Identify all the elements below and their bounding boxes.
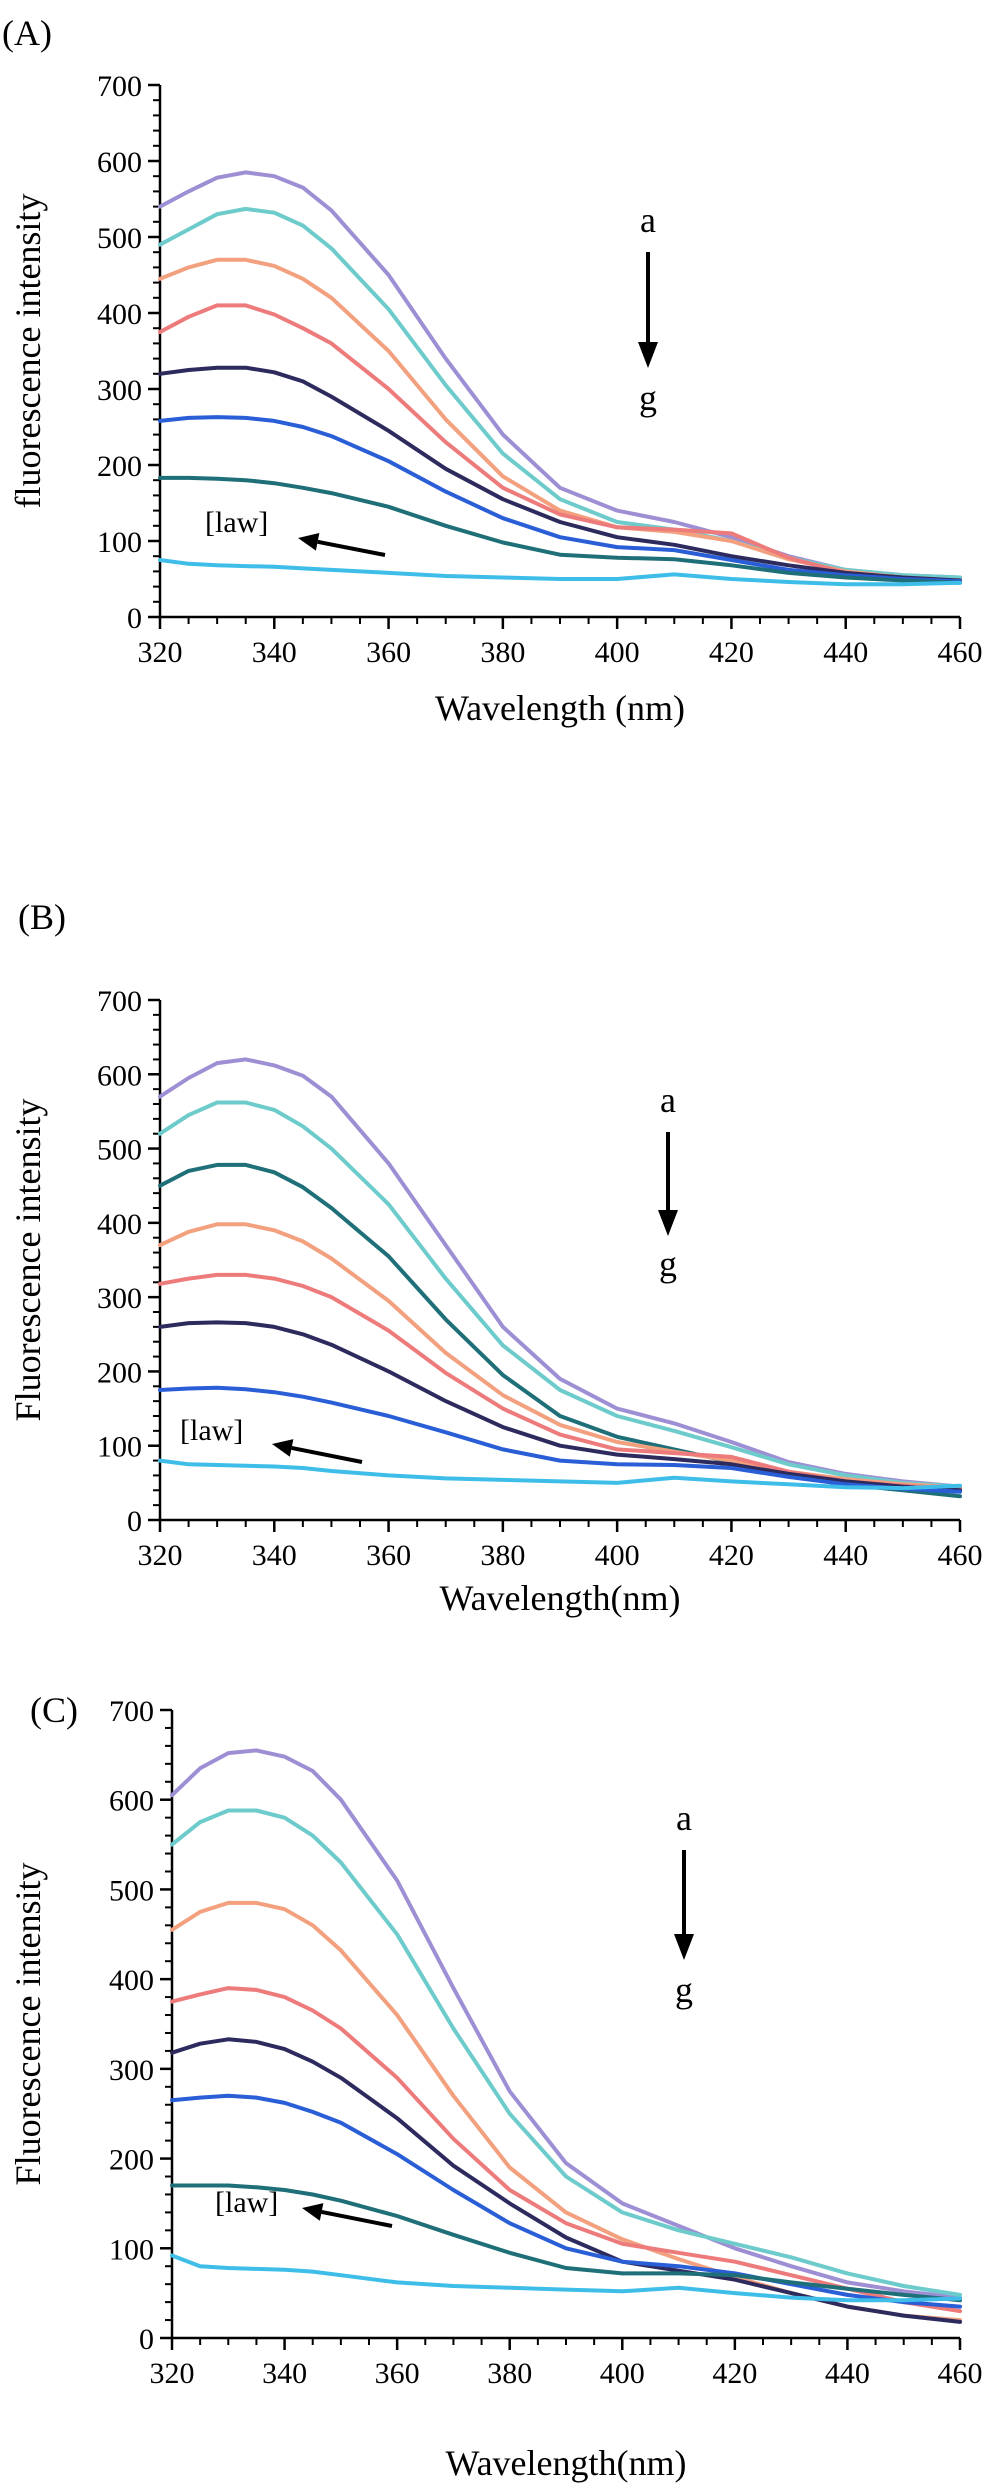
y-tick-label: 400 [97,298,142,331]
x-tick-label: 380 [487,2357,532,2390]
series-line-4 [170,1986,962,2314]
annotation-arrow-head [674,1934,694,1960]
y-tick-label: 700 [97,985,142,1018]
law-label: [law] [205,506,268,539]
annotation-a: a [676,1798,692,1838]
y-tick-label: 200 [109,2144,154,2177]
y-tick-label: 100 [97,1431,142,1464]
series-line-8 [170,2253,962,2303]
annotation-arrow-head [638,342,658,368]
y-tick-label: 400 [109,1964,154,1997]
y-tick-label: 400 [97,1208,142,1241]
x-tick-label: 420 [712,2357,757,2390]
x-tick-label: 340 [262,2357,307,2390]
series-line-7 [170,2183,962,2303]
x-tick-label: 360 [375,2357,420,2390]
panel-label: (A) [2,13,52,53]
series-line-6 [158,1320,962,1493]
y-tick-label: 0 [127,602,142,635]
chart-panel-a: (A) 0 100 200 300 400 500 600 700 320 340 360 380 400… [2,13,983,728]
x-tick-label: 340 [252,1539,297,1572]
y-axis-label: fluorescence intensity [8,194,48,509]
series-line-6 [158,415,962,584]
annotation-g: g [639,378,657,418]
x-tick-label: 380 [480,636,525,669]
law-arrow-head [298,533,320,551]
x-tick-label: 340 [252,636,297,669]
y-tick-label: 300 [97,374,142,407]
y-tick-label: 0 [127,1505,142,1538]
x-tick-label: 400 [600,2357,645,2390]
x-axis-label: Wavelength (nm) [435,688,685,728]
y-tick-label: 700 [109,1695,154,1728]
annotation-a: a [640,200,656,240]
y-axis-label: Fluorescence intensity [8,1863,48,2186]
x-tick-label: 380 [480,1539,525,1572]
x-tick-label: 400 [595,636,640,669]
x-tick-label: 460 [938,636,983,669]
y-tick-label: 600 [109,1785,154,1818]
x-tick-label: 440 [823,636,868,669]
series-line-6 [170,2093,962,2309]
annotation-a: a [660,1080,676,1120]
chart-panel-c: (C) 0 100 200 300 400 500 600 700 320 340 360 380 400… [8,1690,983,2483]
y-tick-label: 100 [109,2233,154,2266]
y-tick-label: 500 [97,222,142,255]
series-line-8 [158,558,962,587]
y-tick-label: 500 [109,1874,154,1907]
series-line-3 [170,1900,962,2323]
panel-label: (C) [30,1690,78,1730]
panel-label: (B) [18,897,66,937]
law-label: [law] [180,1414,243,1447]
law-arrow-shaft [317,539,386,557]
y-tick-label: 600 [97,1059,142,1092]
series-line-8 [158,1458,962,1491]
series-line-7 [158,1385,962,1494]
y-tick-label: 300 [109,2054,154,2087]
y-tick-label: 0 [139,2323,154,2356]
x-tick-label: 460 [938,2357,983,2390]
series-line-1 [158,1057,962,1489]
series-line-2 [158,1100,962,1489]
x-axis-label: Wavelength(nm) [439,1578,680,1618]
law-label: [law] [215,2186,278,2219]
x-tick-label: 440 [823,1539,868,1572]
x-axis-label: Wavelength(nm) [445,2443,686,2483]
y-tick-label: 700 [97,70,142,103]
law-arrow-shaft [321,2209,393,2228]
y-tick-label: 100 [97,526,142,559]
annotation-g: g [659,1244,677,1284]
y-tick-label: 200 [97,450,142,483]
y-tick-label: 500 [97,1134,142,1167]
series-line-7 [158,475,962,585]
series-line-5 [170,2037,962,2324]
y-axis-label: Fluorescence intensity [8,1099,48,1422]
x-tick-label: 320 [138,636,183,669]
x-tick-label: 320 [150,2357,195,2390]
series-line-2 [170,1808,962,2297]
law-arrow-shaft [291,1445,363,1464]
series-line-5 [158,1272,962,1491]
x-tick-label: 360 [366,636,411,669]
x-tick-label: 420 [709,1539,754,1572]
series-line-1 [170,1748,962,2300]
y-tick-label: 600 [97,146,142,179]
annotation-arrow-head [658,1210,678,1236]
x-tick-label: 460 [938,1539,983,1572]
law-arrow-head [272,1439,294,1457]
y-tick-label: 300 [97,1282,142,1315]
x-tick-label: 400 [595,1539,640,1572]
x-tick-label: 360 [366,1539,411,1572]
law-arrow-head [302,2203,324,2221]
x-tick-label: 440 [825,2357,870,2390]
y-tick-label: 200 [97,1356,142,1389]
series-line-4 [158,303,962,584]
chart-panel-b: (B) 0 100 200 300 400 500 600 700 320 340 360 380 400… [8,897,983,1618]
series-line-5 [158,365,962,583]
x-tick-label: 320 [138,1539,183,1572]
x-tick-label: 420 [709,636,754,669]
annotation-g: g [675,1970,693,2010]
